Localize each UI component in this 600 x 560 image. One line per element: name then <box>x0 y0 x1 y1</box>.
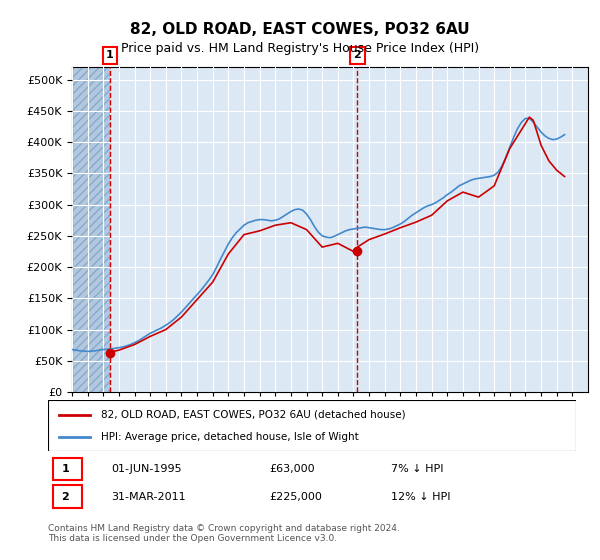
Text: 12% ↓ HPI: 12% ↓ HPI <box>391 492 451 502</box>
Text: 2: 2 <box>62 492 69 502</box>
Text: 2: 2 <box>353 50 361 60</box>
Text: Price paid vs. HM Land Registry's House Price Index (HPI): Price paid vs. HM Land Registry's House … <box>121 42 479 55</box>
Text: £225,000: £225,000 <box>270 492 323 502</box>
Bar <box>72 67 110 392</box>
Bar <box>72 67 110 392</box>
Text: 1: 1 <box>106 50 114 60</box>
Text: 82, OLD ROAD, EAST COWES, PO32 6AU: 82, OLD ROAD, EAST COWES, PO32 6AU <box>130 22 470 38</box>
FancyBboxPatch shape <box>53 458 82 480</box>
Text: 1: 1 <box>62 464 69 474</box>
Text: 82, OLD ROAD, EAST COWES, PO32 6AU (detached house): 82, OLD ROAD, EAST COWES, PO32 6AU (deta… <box>101 409 406 419</box>
Text: 31-MAR-2011: 31-MAR-2011 <box>112 492 186 502</box>
Text: £63,000: £63,000 <box>270 464 316 474</box>
Text: 01-JUN-1995: 01-JUN-1995 <box>112 464 182 474</box>
FancyBboxPatch shape <box>48 400 576 451</box>
Text: HPI: Average price, detached house, Isle of Wight: HPI: Average price, detached house, Isle… <box>101 432 359 442</box>
Text: Contains HM Land Registry data © Crown copyright and database right 2024.
This d: Contains HM Land Registry data © Crown c… <box>48 524 400 543</box>
FancyBboxPatch shape <box>53 486 82 508</box>
Text: 7% ↓ HPI: 7% ↓ HPI <box>391 464 444 474</box>
